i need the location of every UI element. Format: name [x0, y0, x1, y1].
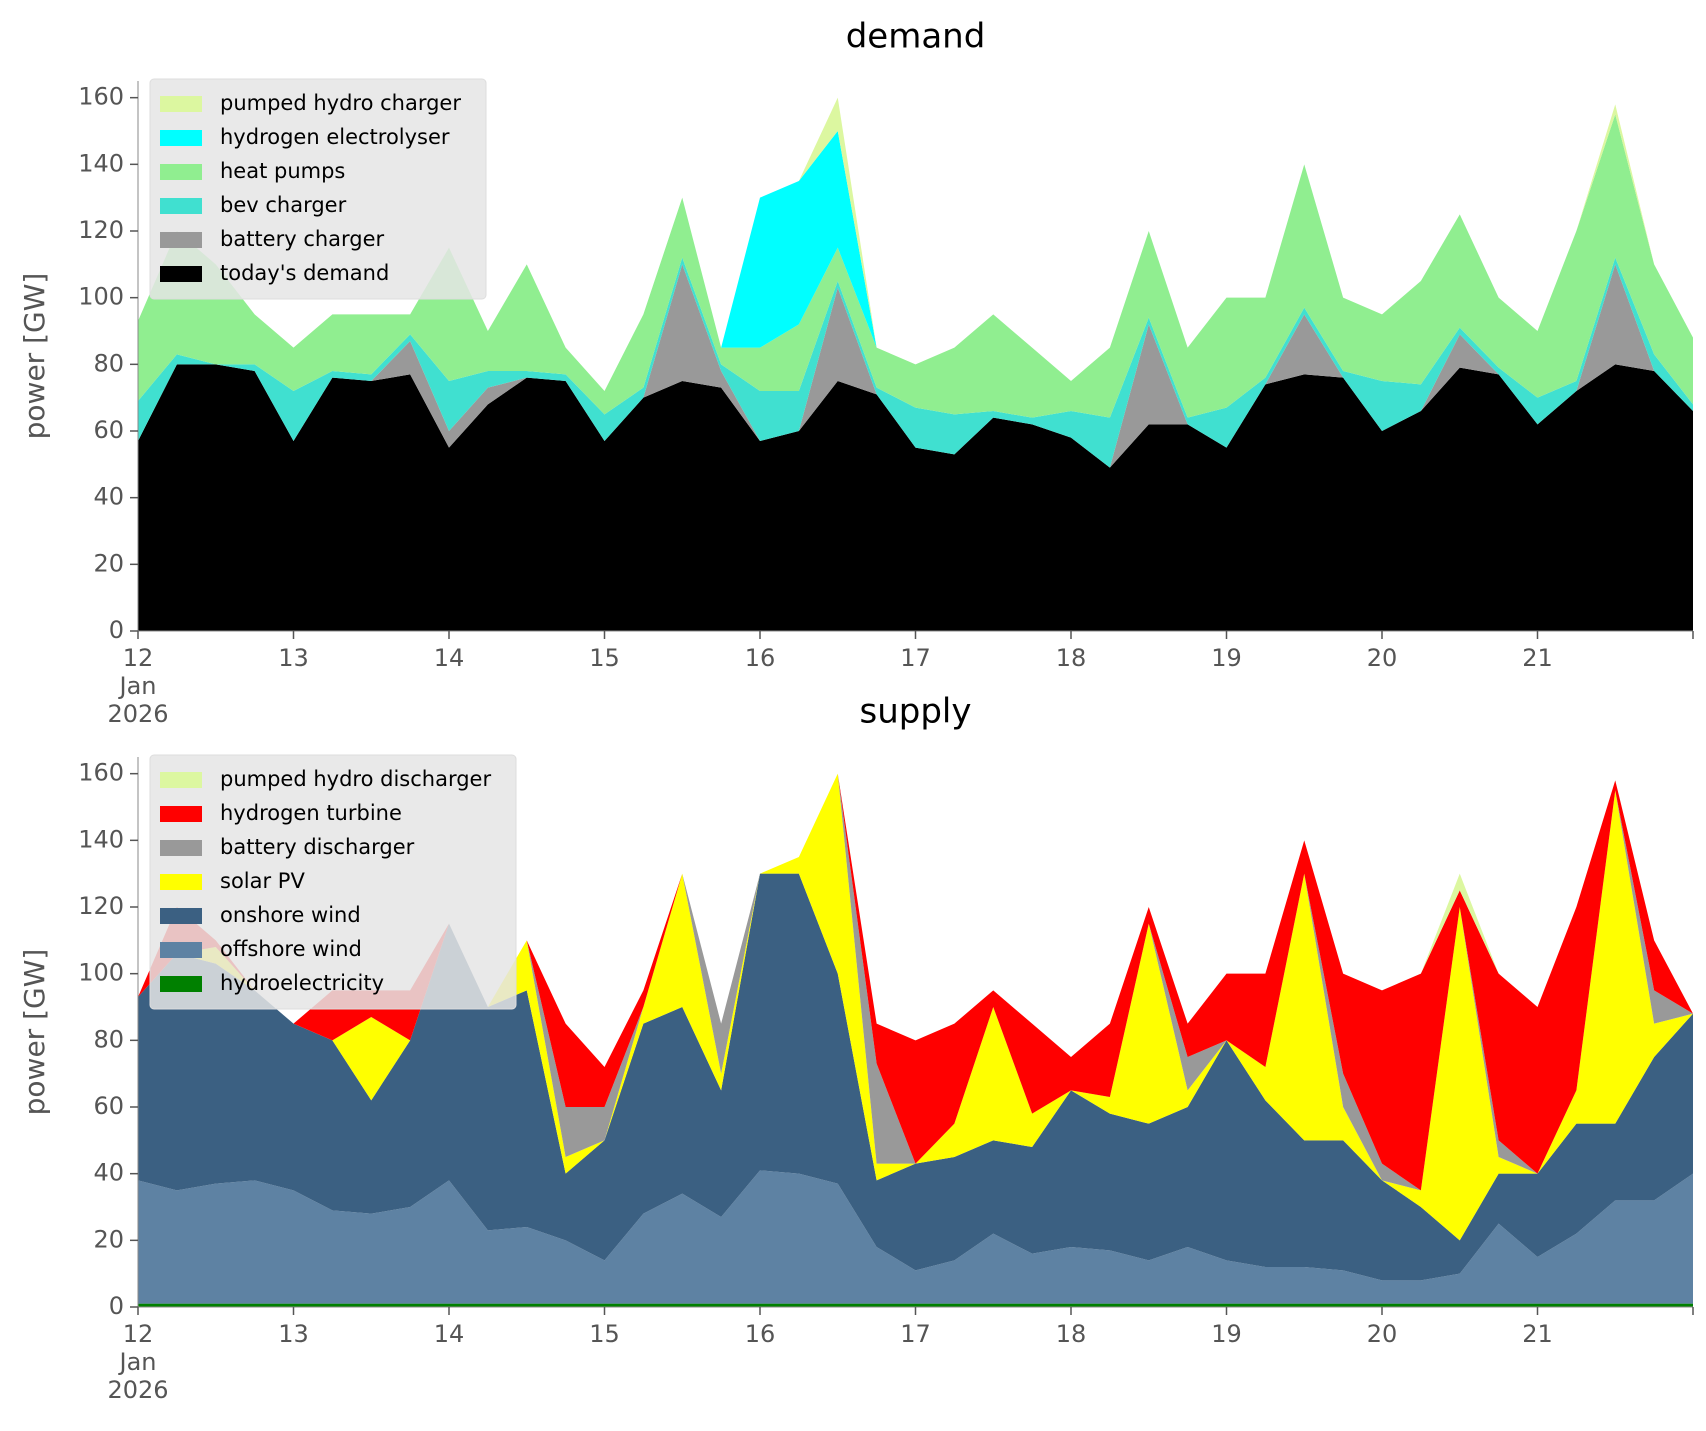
legend-label: today's demand	[220, 261, 389, 285]
legend-swatch	[160, 198, 202, 214]
legend-label: solar PV	[220, 869, 305, 893]
legend-label: hydroelectricity	[220, 971, 384, 995]
legend-box	[149, 754, 517, 1010]
x-tick-label: 20	[1367, 1320, 1398, 1348]
legend-label: onshore wind	[220, 903, 361, 927]
legend-box	[149, 78, 487, 300]
x-tick-label: 13	[278, 644, 309, 672]
y-tick-label: 100	[78, 283, 124, 311]
chart-title: demand	[846, 17, 986, 57]
legend-swatch	[160, 772, 202, 788]
x-tick-label: 21	[1522, 1320, 1553, 1348]
y-tick-label: 140	[78, 825, 124, 853]
y-tick-label: 40	[93, 483, 124, 511]
legend-label: pumped hydro discharger	[220, 767, 491, 791]
y-axis-label: power [GW]	[18, 949, 51, 1116]
legend-label: battery discharger	[220, 835, 415, 859]
x-tick-label: 19	[1211, 644, 1242, 672]
x-tick-label: 13	[278, 1320, 309, 1348]
legend-swatch	[160, 976, 202, 992]
x-tick-label: 14	[434, 644, 465, 672]
legend-swatch	[160, 232, 202, 248]
x-tick-label: 14	[434, 1320, 465, 1348]
legend-swatch	[160, 874, 202, 890]
legend-label: battery charger	[220, 227, 385, 251]
x-tick-label: 18	[1056, 644, 1087, 672]
legend-swatch	[160, 130, 202, 146]
area	[138, 873, 1693, 1281]
x-tick-label: 20	[1367, 644, 1398, 672]
legend-label: heat pumps	[220, 159, 345, 183]
x-tick-label: 21	[1522, 644, 1553, 672]
area	[138, 1170, 1693, 1304]
y-tick-label: 120	[78, 892, 124, 920]
y-tick-label: 140	[78, 149, 124, 177]
area	[138, 364, 1693, 631]
x-tick-label: 15	[589, 644, 620, 672]
area	[138, 773, 1693, 1241]
legend-label: offshore wind	[220, 937, 362, 961]
x-tick-label: 16	[745, 1320, 776, 1348]
x-tick-label: 18	[1056, 1320, 1087, 1348]
y-tick-label: 40	[93, 1159, 124, 1187]
legend-swatch	[160, 806, 202, 822]
x-tick-label: 17	[900, 1320, 931, 1348]
x-tick-label: 19	[1211, 1320, 1242, 1348]
legend-swatch	[160, 942, 202, 958]
chart-title: supply	[860, 692, 972, 732]
y-tick-label: 160	[78, 83, 124, 111]
y-tick-label: 100	[78, 959, 124, 987]
legend-label: bev charger	[220, 193, 347, 217]
y-tick-label: 60	[93, 416, 124, 444]
legend-label: pumped hydro charger	[220, 91, 461, 115]
x-tick-label: 12 Jan 2026	[107, 1320, 168, 1404]
y-tick-label: 60	[93, 1092, 124, 1120]
legend-label: hydrogen turbine	[220, 801, 402, 825]
y-tick-label: 80	[93, 1025, 124, 1053]
y-tick-label: 20	[93, 549, 124, 577]
legend-label: hydrogen electrolyser	[220, 125, 450, 149]
x-tick-label: 17	[900, 644, 931, 672]
y-tick-label: 120	[78, 216, 124, 244]
y-tick-label: 160	[78, 759, 124, 787]
legend-swatch	[160, 96, 202, 112]
x-tick-label: 15	[589, 1320, 620, 1348]
legend-swatch	[160, 164, 202, 180]
area	[138, 257, 1693, 468]
y-tick-label: 20	[93, 1225, 124, 1253]
area	[138, 773, 1693, 1191]
area	[138, 114, 1693, 418]
area	[138, 1303, 1693, 1307]
x-tick-label: 12 Jan 2026	[107, 644, 168, 728]
legend-swatch	[160, 266, 202, 282]
x-tick-label: 16	[745, 644, 776, 672]
y-tick-label: 80	[93, 349, 124, 377]
legend-swatch	[160, 908, 202, 924]
y-axis-label: power [GW]	[18, 273, 51, 440]
y-tick-label: 0	[109, 616, 124, 644]
area	[138, 264, 1693, 468]
y-tick-label: 0	[109, 1292, 124, 1320]
legend-swatch	[160, 840, 202, 856]
